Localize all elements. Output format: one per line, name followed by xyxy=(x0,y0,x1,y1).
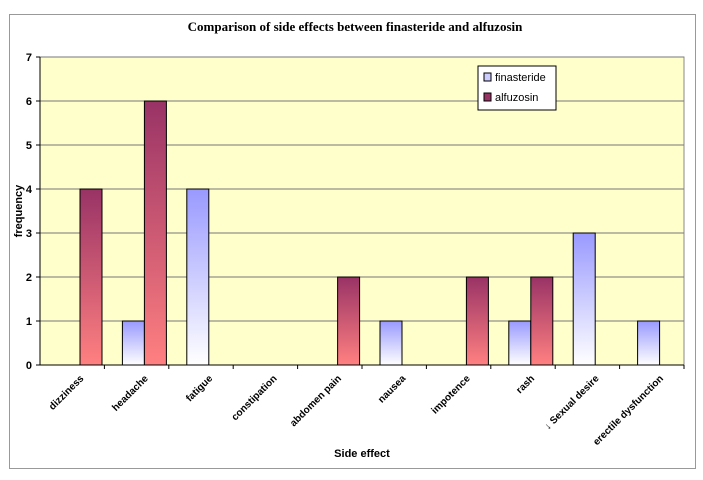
x-tick-label: headache xyxy=(110,373,151,414)
legend-swatch-alfuzosin xyxy=(483,92,492,102)
x-tick-label: fatigue xyxy=(184,373,215,404)
chart-title: Comparison of side effects between finas… xyxy=(188,19,523,34)
bar-alfuzosin xyxy=(79,188,103,366)
x-axis-label: Side effect xyxy=(334,448,390,460)
x-tick-label: constipation xyxy=(230,373,280,423)
bar-alfuzosin xyxy=(530,276,554,366)
legend-label-finasteride: finasteride xyxy=(495,72,546,84)
bar-alfuzosin xyxy=(337,276,361,366)
y-tick-label: 3 xyxy=(26,228,32,240)
legend-box xyxy=(477,65,557,111)
y-tick-label: 2 xyxy=(26,272,32,284)
legend-swatch-finasteride xyxy=(483,72,492,82)
x-tick-label: rash xyxy=(514,373,537,396)
legend-label-alfuzosin: alfuzosin xyxy=(495,92,538,104)
x-tick-label: nausea xyxy=(376,373,408,405)
y-tick-label: 4 xyxy=(26,184,33,196)
legend: finasteride alfuzosin xyxy=(477,65,557,111)
bar-finasteride xyxy=(186,188,210,366)
y-tick-label: 6 xyxy=(26,96,32,108)
bar-finasteride xyxy=(637,320,661,366)
bar-finasteride xyxy=(508,320,532,366)
x-tick-label: ↓ Sexual desire xyxy=(543,373,602,432)
bar-finasteride xyxy=(379,320,403,366)
bar-alfuzosin xyxy=(465,276,489,366)
bar-finasteride xyxy=(121,320,145,366)
x-tick-label: dizziness xyxy=(47,373,87,413)
y-tick-label: 5 xyxy=(26,140,32,152)
bar-alfuzosin xyxy=(143,100,167,366)
x-tick-label: impotence xyxy=(430,373,473,416)
x-tick-label: erectile dysfunction xyxy=(591,373,666,448)
y-axis-label: frequency xyxy=(13,184,25,237)
y-tick-label: 1 xyxy=(26,316,32,328)
x-tick-label: abdomen pain xyxy=(288,373,344,429)
y-tick-label: 7 xyxy=(26,52,32,64)
y-tick-label: 0 xyxy=(26,360,32,372)
bar-finasteride xyxy=(572,232,596,366)
